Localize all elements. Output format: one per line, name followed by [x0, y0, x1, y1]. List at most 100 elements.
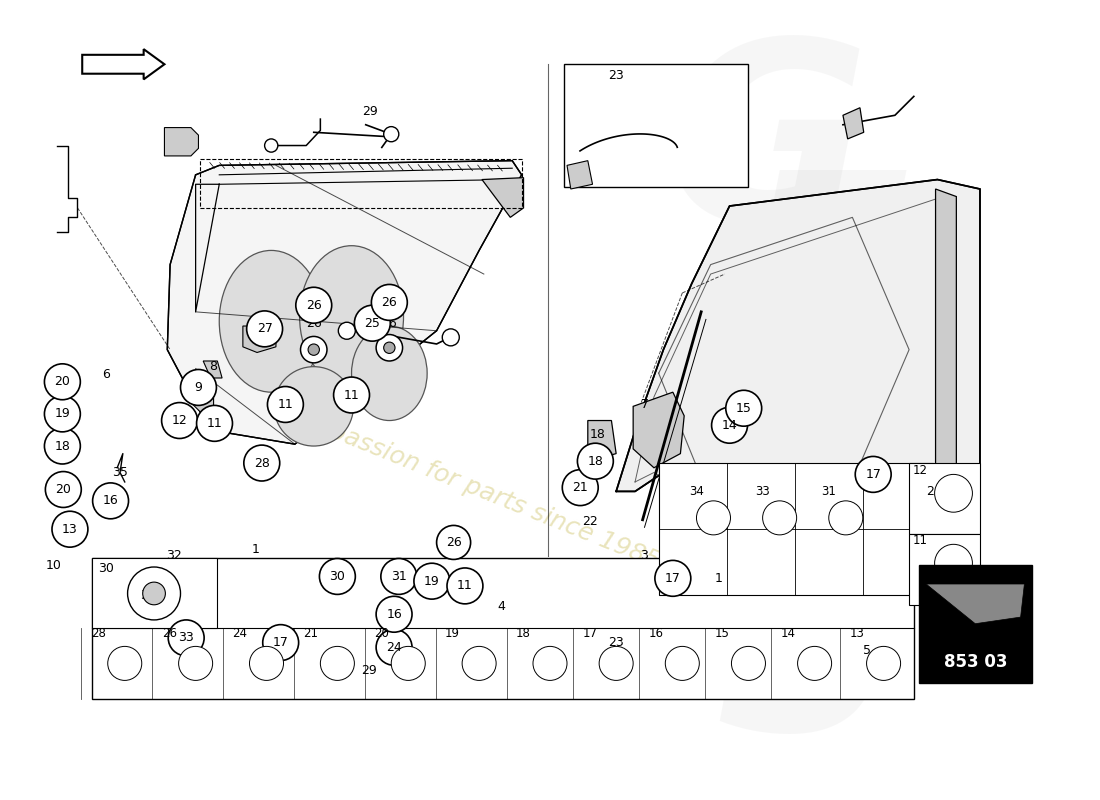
Circle shape: [376, 334, 403, 361]
Text: 29: 29: [361, 665, 376, 678]
Text: 24: 24: [232, 626, 248, 640]
Bar: [909, 463, 980, 534]
Text: 26: 26: [306, 317, 321, 330]
Circle shape: [376, 596, 412, 632]
Text: 11: 11: [913, 534, 928, 547]
Text: 15: 15: [736, 402, 751, 414]
Circle shape: [178, 646, 212, 681]
Text: 28: 28: [254, 457, 270, 470]
Text: a passion for parts since 1985: a passion for parts since 1985: [305, 410, 663, 574]
Circle shape: [319, 558, 355, 594]
Circle shape: [143, 582, 165, 605]
Text: 11: 11: [458, 579, 473, 593]
Text: 21: 21: [572, 481, 588, 494]
Text: 33: 33: [178, 631, 194, 644]
Circle shape: [162, 402, 198, 438]
Circle shape: [384, 342, 395, 354]
Circle shape: [935, 544, 972, 582]
Circle shape: [339, 322, 355, 339]
Text: 26: 26: [306, 298, 321, 312]
Circle shape: [437, 526, 471, 559]
Circle shape: [320, 646, 354, 681]
Circle shape: [296, 287, 332, 323]
Circle shape: [935, 474, 972, 512]
Text: 35: 35: [112, 466, 128, 479]
Circle shape: [131, 578, 166, 614]
Text: E: E: [739, 162, 910, 405]
Text: 26: 26: [162, 626, 177, 640]
Text: 29: 29: [363, 105, 378, 118]
Text: 14: 14: [781, 626, 795, 640]
Polygon shape: [926, 584, 1024, 624]
Text: 17: 17: [273, 636, 288, 649]
Polygon shape: [192, 376, 213, 414]
Text: 16: 16: [386, 608, 402, 621]
Circle shape: [197, 406, 232, 442]
Text: 26: 26: [382, 296, 397, 309]
Text: 1: 1: [714, 572, 722, 585]
Circle shape: [300, 337, 327, 363]
Text: 30: 30: [98, 562, 113, 575]
Text: 25: 25: [364, 306, 381, 318]
Text: O: O: [746, 418, 958, 660]
Text: 28: 28: [91, 626, 106, 640]
Circle shape: [414, 563, 450, 599]
Text: 18: 18: [587, 454, 603, 468]
Text: 20: 20: [54, 375, 70, 388]
Circle shape: [44, 364, 80, 400]
Text: 17: 17: [582, 626, 597, 640]
Circle shape: [384, 126, 399, 142]
Polygon shape: [843, 108, 864, 139]
Circle shape: [250, 646, 284, 681]
Circle shape: [392, 646, 426, 681]
Text: 22: 22: [582, 515, 597, 528]
Polygon shape: [204, 361, 222, 378]
Circle shape: [45, 471, 81, 507]
Text: 8: 8: [209, 360, 217, 373]
Text: 16: 16: [648, 626, 663, 640]
Text: 13: 13: [62, 522, 78, 536]
Polygon shape: [82, 49, 164, 79]
Text: 2: 2: [926, 485, 934, 498]
Polygon shape: [243, 326, 276, 353]
Text: 18: 18: [54, 439, 70, 453]
Text: T: T: [777, 286, 947, 527]
Circle shape: [246, 311, 283, 347]
Text: 18: 18: [590, 428, 605, 442]
Polygon shape: [936, 189, 956, 499]
Text: 7: 7: [640, 398, 649, 411]
Text: 19: 19: [446, 626, 460, 640]
Text: 31: 31: [390, 570, 407, 583]
Text: 20: 20: [374, 626, 389, 640]
Circle shape: [308, 344, 319, 355]
Circle shape: [333, 377, 370, 413]
Circle shape: [600, 646, 634, 681]
Ellipse shape: [352, 326, 427, 421]
Polygon shape: [566, 161, 593, 189]
Circle shape: [265, 139, 278, 152]
Text: 11: 11: [277, 398, 294, 411]
Polygon shape: [616, 179, 980, 525]
Circle shape: [44, 428, 80, 464]
Text: 5: 5: [862, 644, 870, 657]
Ellipse shape: [299, 246, 404, 387]
Circle shape: [244, 445, 279, 481]
Text: 33: 33: [756, 485, 770, 498]
Text: 1: 1: [251, 543, 260, 557]
Text: 23: 23: [608, 636, 624, 649]
Bar: [200, 158, 521, 208]
Bar: [91, 558, 914, 699]
Polygon shape: [164, 127, 198, 156]
Text: 24: 24: [386, 641, 402, 654]
Circle shape: [462, 646, 496, 681]
Text: G: G: [664, 30, 870, 272]
Circle shape: [712, 407, 748, 443]
Circle shape: [855, 457, 891, 492]
Ellipse shape: [274, 366, 353, 446]
Text: 16: 16: [102, 494, 119, 507]
Circle shape: [92, 483, 129, 519]
Text: 10: 10: [46, 558, 62, 572]
Circle shape: [442, 329, 460, 346]
Circle shape: [108, 646, 142, 681]
Circle shape: [696, 501, 730, 535]
